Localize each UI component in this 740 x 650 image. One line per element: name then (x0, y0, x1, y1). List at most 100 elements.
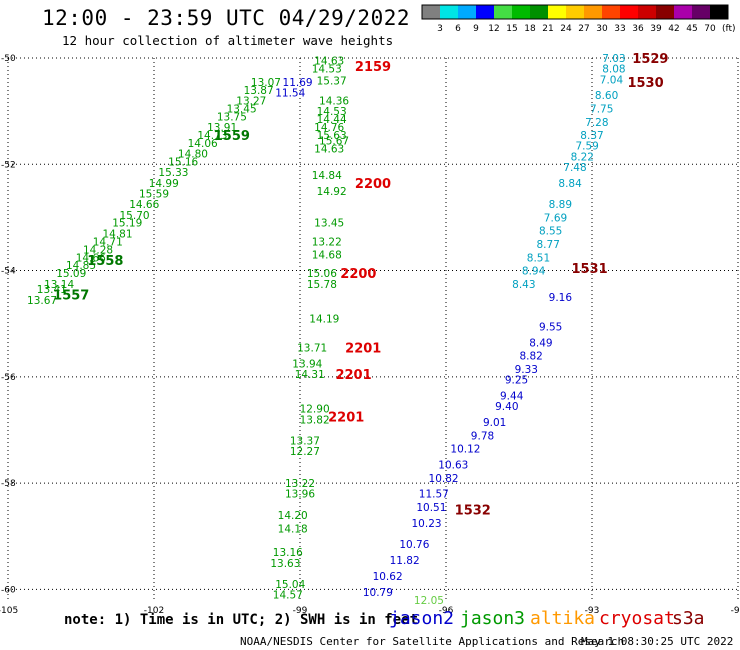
pass-time-label: 1558 (87, 254, 123, 269)
colorbar-swatch (476, 5, 494, 19)
x-tick-label: -96 (439, 606, 454, 616)
colorbar-swatch (674, 5, 692, 19)
satellite-legend-s3a: s3a (672, 608, 705, 629)
chart-subtitle: 12 hour collection of altimeter wave hei… (62, 33, 394, 48)
colorbar-frame (421, 4, 729, 20)
wave-height-point: 8.49 (529, 337, 552, 349)
satellite-legend-altika: altika (530, 608, 596, 629)
wave-height-point: 13.67 (27, 295, 57, 307)
wave-height-point: 9.55 (539, 321, 562, 333)
wave-height-point: 9.16 (549, 292, 573, 304)
wave-height-point: 14.85 (66, 260, 96, 272)
colorbar-tick: 6 (455, 24, 461, 34)
y-tick-label: -54 (1, 267, 16, 277)
footer-credit: NOAA/NESDIS Center for Satellite Applica… (240, 635, 625, 648)
wave-height-point: 15.67 (319, 135, 349, 147)
wave-height-point: 8.43 (512, 279, 535, 291)
colorbar-tick: 30 (596, 24, 608, 34)
footer-note: note: 1) Time is in UTC; 2) SWH is in fe… (64, 612, 419, 628)
wave-height-point: 13.37 (290, 436, 320, 448)
y-tick-label: -58 (1, 479, 16, 489)
wave-height-point: 14.80 (178, 149, 208, 161)
wave-height-point: 15.63 (317, 130, 347, 142)
colorbar-tick: 45 (686, 24, 697, 34)
wave-height-point: 15.37 (317, 75, 347, 87)
wave-height-point: 9.40 (495, 401, 518, 413)
y-axis-ticks: -50 -52 -54 -56 -58 -60 (1, 54, 16, 595)
wave-height-point: 11.57 (419, 489, 449, 501)
x-tick-label: -102 (144, 606, 164, 616)
wave-height-point: 10.63 (438, 460, 468, 472)
colorbar: 3 6 9 12 15 18 21 24 27 30 33 36 39 42 45 70 (ft) (421, 4, 736, 34)
colorbar-tick: 18 (524, 24, 536, 34)
colorbar-tick: 39 (650, 24, 662, 34)
wave-height-point: 8.89 (549, 199, 572, 211)
wave-height-point: 13.22 (312, 236, 342, 248)
wave-height-point: 13.82 (300, 414, 330, 426)
x-tick-label: -105 (0, 606, 18, 616)
wave-height-point: 13.41 (37, 284, 67, 296)
wave-height-point: 8.22 (571, 151, 594, 163)
wave-height-point: 13.75 (217, 111, 247, 123)
wave-height-point: 11.82 (390, 555, 420, 567)
wave-height-point: 7.69 (544, 212, 567, 224)
wave-height-point: 13.27 (236, 96, 266, 108)
colorbar-tick: 33 (614, 24, 625, 34)
wave-height-point: 14.57 (273, 590, 303, 602)
wave-height-point: 7.75 (590, 103, 613, 115)
data-points: 13.6713.4113.1415.0914.8514.6614.2814.71… (27, 53, 626, 607)
wave-height-point: 8.94 (522, 266, 546, 278)
wave-height-point: 8.84 (558, 178, 582, 190)
wave-height-point: 12.90 (300, 404, 330, 416)
colorbar-tick: 12 (488, 24, 499, 34)
wave-height-point: 15.70 (120, 210, 150, 222)
pass-time-label: 2201 (345, 342, 381, 357)
colorbar-swatch (566, 5, 584, 19)
colorbar-swatch (620, 5, 638, 19)
wave-height-point: 7.28 (585, 117, 608, 129)
satellite-legend-jason2: jason2 (389, 608, 455, 629)
colorbar-swatch (602, 5, 620, 19)
wave-height-point: 14.20 (278, 510, 308, 522)
colorbar-tick: 27 (578, 24, 589, 34)
pass-time-label: 2159 (355, 60, 391, 75)
wave-height-point: 14.66 (76, 252, 106, 264)
wave-height-point: 10.76 (399, 539, 429, 551)
chart-title: 12:00 - 23:59 UTC 04/29/2022 (42, 6, 411, 30)
wave-height-point: 13.96 (285, 489, 315, 501)
pass-time-label: 1531 (571, 262, 607, 277)
pass-time-label: 1530 (627, 76, 663, 91)
time-labels: 1557 1558 1559 2159 2200 2200 2201 2201 2201 1529… (53, 52, 668, 519)
colorbar-swatch (440, 5, 458, 19)
pass-time-label: 2200 (355, 177, 391, 192)
colorbar-swatch (710, 5, 728, 19)
wave-height-point: 14.71 (93, 236, 123, 248)
wave-height-point: 8.55 (539, 226, 562, 238)
wave-height-point: 10.12 (450, 444, 480, 456)
wave-height-point: 14.53 (317, 106, 347, 118)
wave-height-point: 12.05 (414, 595, 444, 607)
colorbar-swatch (584, 5, 602, 19)
x-tick-label: -99 (293, 606, 308, 616)
wave-height-point: 15.78 (307, 279, 337, 291)
footer-timestamp: May 1 08:30:25 UTC 2022 (581, 635, 734, 648)
wave-height-point: 14.19 (309, 313, 339, 325)
wave-height-point: 14.36 (319, 96, 349, 108)
wave-height-point: 14.99 (149, 178, 179, 190)
wave-height-point: 12.27 (290, 446, 320, 458)
wave-height-point: 13.94 (292, 359, 322, 371)
wave-height-point: 10.79 (363, 587, 393, 599)
colorbar-swatch (458, 5, 476, 19)
wave-height-point: 14.31 (295, 369, 325, 381)
wave-height-point: 14.28 (83, 244, 113, 256)
wave-height-point: 13.87 (244, 85, 274, 97)
wave-height-point: 14.44 (317, 114, 347, 126)
satellite-legend-jason3: jason3 (460, 608, 526, 629)
wave-height-point: 7.59 (575, 141, 598, 153)
y-tick-label: -60 (1, 585, 16, 595)
grid (7, 57, 739, 600)
wave-height-point: 9.44 (500, 390, 524, 402)
pass-time-label: 1529 (632, 52, 668, 67)
wave-height-point: 8.37 (580, 130, 603, 142)
